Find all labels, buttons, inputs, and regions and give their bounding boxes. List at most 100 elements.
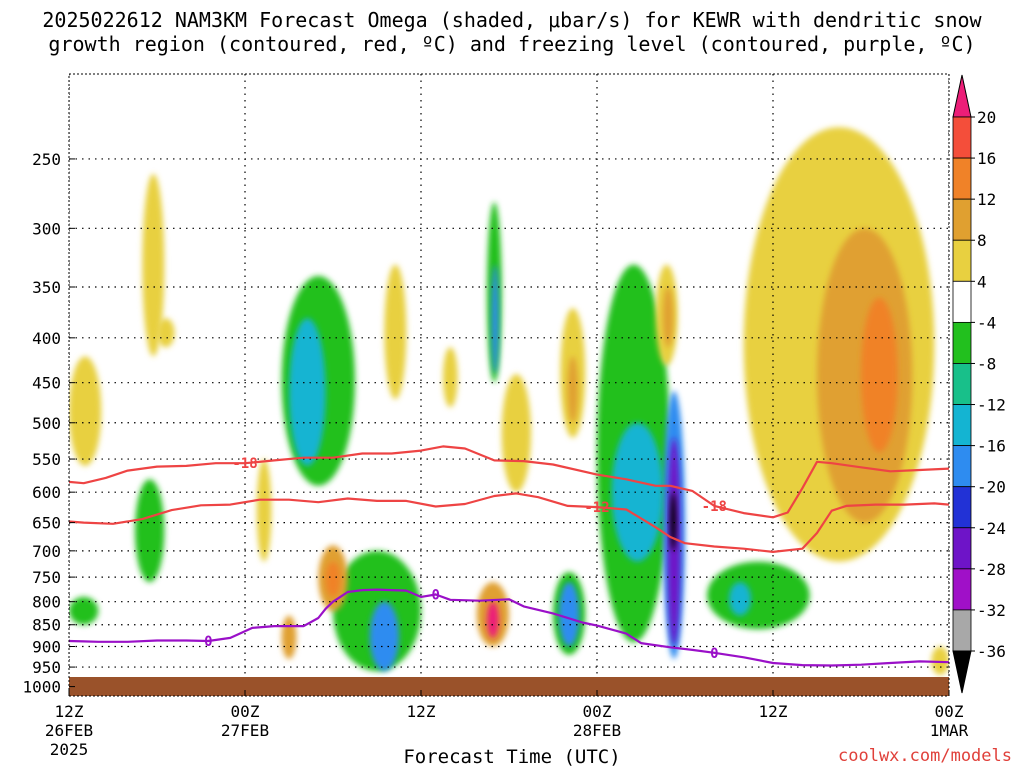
omega-region-7 xyxy=(289,318,326,466)
omega-region-3 xyxy=(69,596,99,625)
y-tick-label-550: 550 xyxy=(32,450,61,469)
omega-region-9 xyxy=(369,601,400,672)
colorbar-band-9 xyxy=(952,486,972,529)
omega-region-17 xyxy=(501,374,531,493)
omega-region-13 xyxy=(384,264,407,400)
contour-label-0-2: 0 xyxy=(710,646,718,662)
colorbar-label-6: -8 xyxy=(977,354,996,373)
isotherm-contours xyxy=(69,445,949,667)
colorbar-band-10 xyxy=(952,527,972,570)
omega-region-2 xyxy=(157,318,175,348)
y-tick-label-350: 350 xyxy=(32,278,61,297)
contour-line--18 xyxy=(69,445,949,519)
chart-title-line-1: 2025022612 NAM3KM Forecast Omega (shaded… xyxy=(42,8,982,32)
colorbar: 20 16 12 8 4 -4 -8 -12 -16 -20 -24 -28 -32 -36 xyxy=(952,74,1006,694)
y-axis-ticks: 250 300 350 400 450 500 550 600 650 700 750 800 850 9… xyxy=(22,150,75,697)
colorbar-label-5: -4 xyxy=(977,313,996,332)
contour-line--12 xyxy=(69,492,949,553)
omega-region-11 xyxy=(325,561,341,597)
ground-surface xyxy=(69,677,949,696)
x-tick-label-60-0: 00Z xyxy=(935,702,964,721)
colorbar-band-12 xyxy=(952,609,972,652)
contour-labels: -18 -18 -12 0 0 0 xyxy=(204,456,727,662)
colorbar-label-3: 8 xyxy=(977,231,987,250)
omega-region-14 xyxy=(443,347,458,408)
colorbar-band-11 xyxy=(952,568,972,611)
contour-label--12-0: -12 xyxy=(584,500,609,516)
colorbar-band-5 xyxy=(952,321,972,364)
y-tick-label-850: 850 xyxy=(32,616,61,635)
plot-frame xyxy=(68,73,950,697)
omega-region-25 xyxy=(611,422,663,562)
y-tick-label-450: 450 xyxy=(32,374,61,393)
colorbar-label-9: -20 xyxy=(977,478,1006,497)
omega-region-1 xyxy=(142,173,165,357)
x-tick-label-36-0: 00Z xyxy=(583,702,612,721)
contour-label-0-1: 0 xyxy=(431,587,439,603)
y-tick-label-700: 700 xyxy=(32,542,61,561)
colorbar-label-11: -28 xyxy=(977,560,1006,579)
omega-region-28 xyxy=(670,492,677,551)
x-tick-label-0-2: 2025 xyxy=(50,740,89,759)
x-tick-label-36-1: 28FEB xyxy=(573,721,621,740)
omega-region-5 xyxy=(256,459,272,562)
omega-region-21 xyxy=(487,601,499,638)
y-tick-label-600: 600 xyxy=(32,483,61,502)
omega-region-19 xyxy=(567,356,578,423)
colorbar-label-7: -12 xyxy=(977,396,1006,415)
y-tick-label-1000: 1000 xyxy=(22,678,61,697)
colorbar-label-1: 16 xyxy=(977,149,996,168)
y-tick-label-500: 500 xyxy=(32,414,61,433)
omega-region-31 xyxy=(707,561,810,630)
contour-label-0-0: 0 xyxy=(204,634,212,650)
y-tick-label-800: 800 xyxy=(32,593,61,612)
colorbar-label-4: 4 xyxy=(977,272,987,291)
x-tick-label-48-0: 12Z xyxy=(759,702,788,721)
colorbar-band-0 xyxy=(952,116,972,159)
contour-label--18-1: -18 xyxy=(702,499,727,515)
x-tick-label-0-1: 26FEB xyxy=(45,721,93,740)
colorbar-band-2 xyxy=(952,198,972,241)
omega-shading xyxy=(69,127,949,676)
site-credit: coolwx.com/models xyxy=(838,746,1012,766)
y-tick-label-650: 650 xyxy=(32,514,61,533)
colorbar-band-4 xyxy=(952,280,972,323)
omega-region-32 xyxy=(729,582,751,616)
x-tick-label-24-0: 12Z xyxy=(407,702,436,721)
x-tick-label-0-0: 12Z xyxy=(55,702,84,721)
colorbar-label-2: 12 xyxy=(977,190,996,209)
omega-region-23 xyxy=(558,582,580,647)
colorbar-label-10: -24 xyxy=(977,519,1006,538)
contour-label--18-0: -18 xyxy=(232,456,257,472)
y-tick-label-250: 250 xyxy=(32,150,61,169)
omega-region-36 xyxy=(931,646,949,676)
y-tick-label-400: 400 xyxy=(32,329,61,348)
colorbar-band-3 xyxy=(952,239,972,282)
colorbar-band-6 xyxy=(952,363,972,405)
y-tick-label-300: 300 xyxy=(32,219,61,238)
omega-region-4 xyxy=(135,479,165,583)
y-tick-label-900: 900 xyxy=(32,637,61,656)
x-tick-label-60-1: 1MAR xyxy=(930,721,969,740)
x-axis-label: Forecast Time (UTC) xyxy=(403,746,621,768)
colorbar-band-8 xyxy=(952,445,972,488)
omega-region-35 xyxy=(861,297,898,453)
colorbar-band-1 xyxy=(952,157,972,200)
chart-title-line-2: growth region (contoured, red, ºC) and f… xyxy=(48,32,976,56)
omega-region-30 xyxy=(663,287,674,348)
x-tick-label-12-1: 27FEB xyxy=(221,721,269,740)
y-tick-label-950: 950 xyxy=(32,658,61,677)
x-tick-label-12-0: 00Z xyxy=(231,702,260,721)
colorbar-label-0: 20 xyxy=(977,108,996,127)
contour-line-0 xyxy=(69,588,949,667)
colorbar-label-8: -16 xyxy=(977,437,1006,456)
omega-region-12 xyxy=(281,615,297,659)
omega-region-16 xyxy=(491,264,499,375)
colorbar-label-13: -36 xyxy=(977,642,1006,661)
y-tick-label-750: 750 xyxy=(32,568,61,587)
colorbar-bottom-cap xyxy=(952,650,972,694)
colorbar-label-12: -32 xyxy=(977,601,1006,620)
colorbar-top-cap xyxy=(952,74,972,118)
